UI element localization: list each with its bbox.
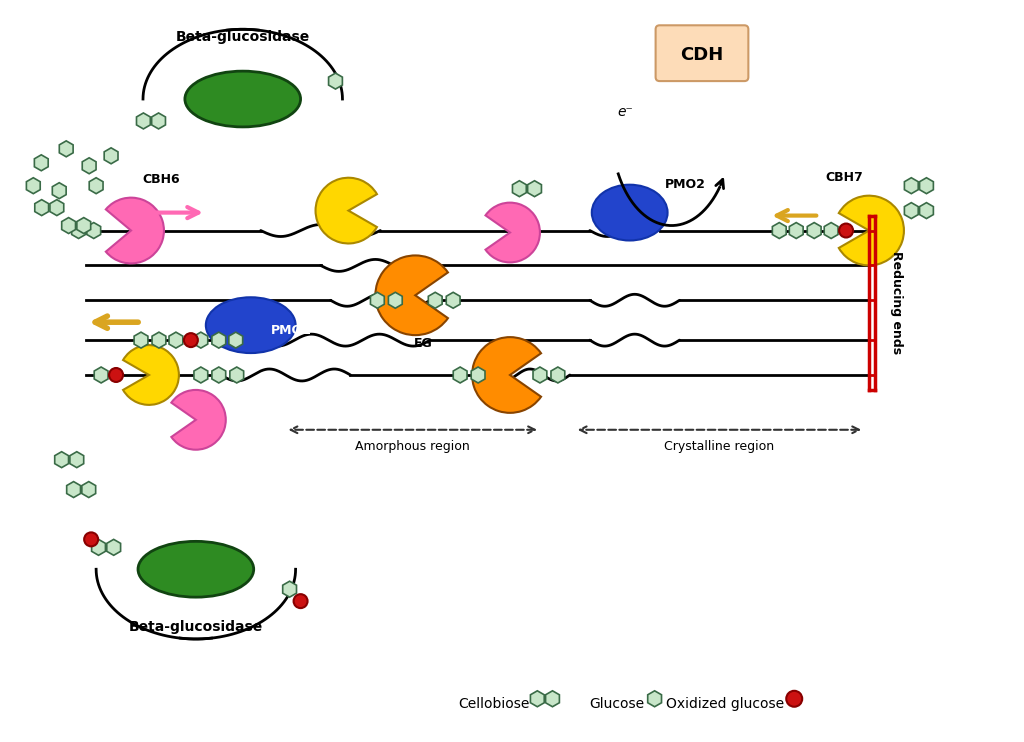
Ellipse shape xyxy=(138,542,254,597)
Polygon shape xyxy=(512,181,526,197)
Polygon shape xyxy=(72,223,85,238)
Polygon shape xyxy=(106,539,121,555)
Polygon shape xyxy=(89,178,103,194)
Polygon shape xyxy=(551,367,565,383)
Polygon shape xyxy=(807,223,821,238)
Wedge shape xyxy=(171,390,225,450)
Wedge shape xyxy=(839,196,904,266)
Polygon shape xyxy=(371,292,384,308)
Polygon shape xyxy=(61,217,76,234)
Polygon shape xyxy=(54,452,69,467)
Polygon shape xyxy=(82,482,95,498)
Polygon shape xyxy=(59,141,73,157)
Wedge shape xyxy=(123,345,179,405)
Polygon shape xyxy=(27,178,40,194)
Circle shape xyxy=(786,691,802,706)
Polygon shape xyxy=(152,332,166,348)
Polygon shape xyxy=(527,181,542,197)
Ellipse shape xyxy=(206,298,296,353)
Polygon shape xyxy=(229,367,244,383)
Polygon shape xyxy=(136,113,151,129)
Polygon shape xyxy=(546,691,559,706)
Polygon shape xyxy=(67,482,81,498)
Polygon shape xyxy=(904,203,919,219)
Polygon shape xyxy=(428,292,442,308)
Text: CBH6: CBH6 xyxy=(142,173,180,186)
Circle shape xyxy=(110,368,123,382)
Ellipse shape xyxy=(185,71,301,127)
Polygon shape xyxy=(104,148,118,164)
Polygon shape xyxy=(772,223,786,238)
Polygon shape xyxy=(212,367,225,383)
Text: Cellobiose: Cellobiose xyxy=(459,697,530,711)
Circle shape xyxy=(84,533,98,546)
Polygon shape xyxy=(35,200,48,216)
Text: CDH: CDH xyxy=(680,46,723,65)
Polygon shape xyxy=(329,73,342,89)
Polygon shape xyxy=(82,158,96,174)
Wedge shape xyxy=(376,255,447,335)
Polygon shape xyxy=(212,332,225,348)
Polygon shape xyxy=(194,367,208,383)
Text: EG: EG xyxy=(414,337,432,350)
FancyBboxPatch shape xyxy=(655,25,749,81)
Polygon shape xyxy=(70,452,84,467)
Circle shape xyxy=(184,333,198,347)
Circle shape xyxy=(839,223,853,237)
Polygon shape xyxy=(920,203,934,219)
Text: Oxidized glucose: Oxidized glucose xyxy=(667,697,784,711)
Polygon shape xyxy=(283,581,297,597)
Polygon shape xyxy=(50,200,63,216)
Text: e⁻: e⁻ xyxy=(617,105,634,119)
Text: Glucose: Glucose xyxy=(590,697,645,711)
Wedge shape xyxy=(472,337,541,413)
Text: CBH7: CBH7 xyxy=(825,171,863,184)
Polygon shape xyxy=(228,332,243,348)
Wedge shape xyxy=(105,197,164,263)
Polygon shape xyxy=(134,332,147,348)
Polygon shape xyxy=(152,113,166,129)
Text: Reducing ends: Reducing ends xyxy=(891,252,903,355)
Polygon shape xyxy=(388,292,402,308)
Polygon shape xyxy=(471,367,485,383)
Polygon shape xyxy=(530,691,544,706)
Polygon shape xyxy=(920,178,934,194)
Polygon shape xyxy=(91,539,105,555)
Polygon shape xyxy=(904,178,919,194)
Polygon shape xyxy=(194,332,208,348)
Polygon shape xyxy=(446,292,460,308)
Polygon shape xyxy=(648,691,662,706)
Ellipse shape xyxy=(592,185,668,240)
Polygon shape xyxy=(35,155,48,171)
Circle shape xyxy=(294,594,307,608)
Polygon shape xyxy=(52,183,67,199)
Text: PMO2: PMO2 xyxy=(665,177,706,191)
Text: Crystalline region: Crystalline region xyxy=(665,440,774,453)
Text: Beta-glucosidase: Beta-glucosidase xyxy=(129,620,263,634)
Polygon shape xyxy=(824,223,838,238)
Wedge shape xyxy=(315,178,377,243)
Wedge shape xyxy=(485,203,540,263)
Polygon shape xyxy=(87,223,100,238)
Polygon shape xyxy=(790,223,803,238)
Text: PMO1: PMO1 xyxy=(270,324,311,337)
Text: Beta-glucosidase: Beta-glucosidase xyxy=(175,30,310,45)
Polygon shape xyxy=(94,367,108,383)
Polygon shape xyxy=(534,367,547,383)
Polygon shape xyxy=(169,332,183,348)
Polygon shape xyxy=(77,217,91,234)
Text: Amorphous region: Amorphous region xyxy=(355,440,470,453)
Polygon shape xyxy=(454,367,467,383)
